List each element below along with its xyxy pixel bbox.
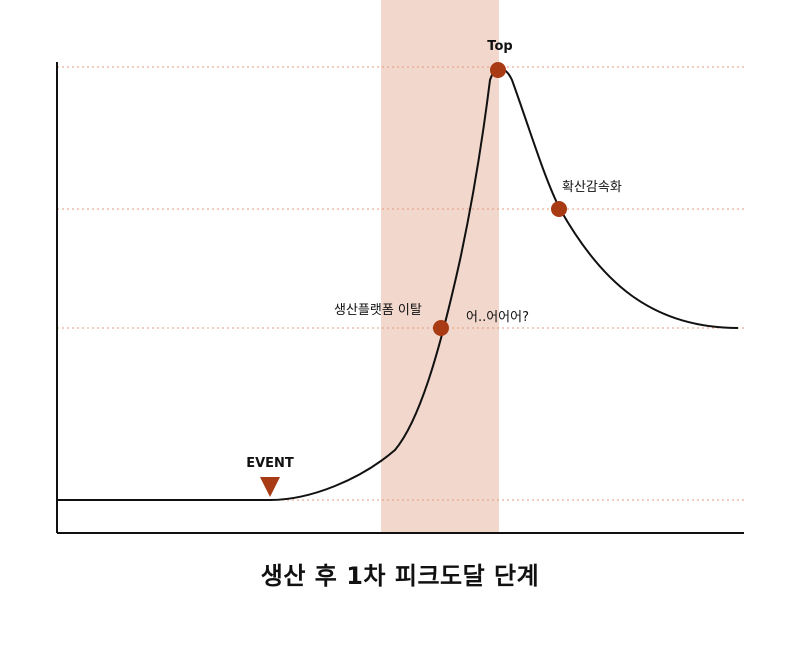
point-top <box>490 62 506 78</box>
top-label: Top <box>487 39 512 54</box>
lifecycle-curve <box>57 67 739 501</box>
highlight-band <box>381 0 499 533</box>
axes <box>56 62 744 534</box>
point-departure <box>433 320 449 336</box>
diagram-caption: 생산 후 1차 피크도달 단계 <box>260 562 540 590</box>
diffusion-slowdown-label: 확산감속화 <box>562 180 622 195</box>
event-marker <box>260 477 280 497</box>
departure-label: 생산플랫폼 이탈 <box>334 303 422 318</box>
surprise-label: 어..어어어? <box>466 310 529 325</box>
point-diffusion <box>551 201 567 217</box>
event-label: EVENT <box>246 456 294 471</box>
